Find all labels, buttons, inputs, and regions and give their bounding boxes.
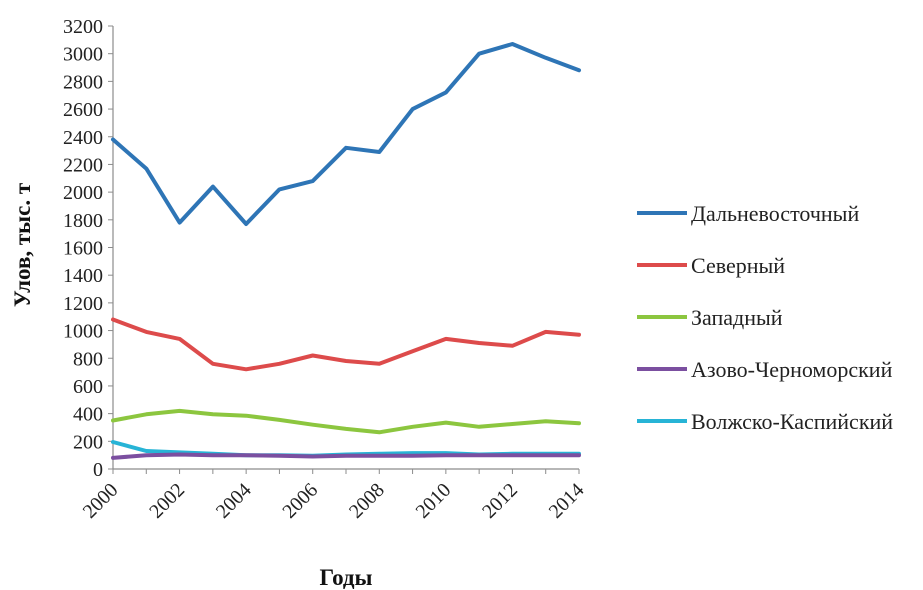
- y-tick-label: 2400: [63, 127, 103, 149]
- x-tick-label: 2000: [79, 479, 123, 523]
- y-tick-labels: 0 200 400 600 800 1000 1200 1400 1600 1800 2000 220…: [63, 16, 113, 481]
- y-tick-label: 400: [73, 404, 103, 426]
- x-tick-labels: 2000 2002 2004 2006 2008 2010 2012 2014: [79, 469, 589, 523]
- legend-label: Дальневосточный: [691, 201, 859, 226]
- x-tick-label: 2014: [545, 479, 589, 523]
- x-tick-label: 2002: [145, 479, 189, 523]
- series-line-4: [111, 452, 581, 460]
- y-tick-label: 1200: [63, 293, 103, 315]
- y-tick-label: 2200: [63, 154, 103, 176]
- axes: [112, 26, 579, 470]
- x-tick-label: 2008: [345, 479, 389, 523]
- x-tick-label: 2012: [478, 479, 522, 523]
- y-tick-label: 3000: [63, 44, 103, 66]
- y-tick-label: 1000: [63, 321, 103, 343]
- x-tick-label: 2006: [278, 479, 322, 523]
- x-tick-label: 2010: [412, 479, 456, 523]
- legend-label: Западный: [691, 305, 783, 330]
- y-tick-label: 2000: [63, 182, 103, 204]
- y-tick-label: 800: [73, 348, 103, 370]
- legend-label: Волжско-Каспийский: [691, 409, 893, 434]
- series-line-3: [111, 408, 581, 435]
- y-tick-label: 200: [73, 431, 103, 453]
- y-tick-label: 3200: [63, 16, 103, 38]
- series-line-2: [111, 317, 581, 372]
- series-line-1: [111, 42, 581, 226]
- y-tick-label: 1400: [63, 265, 103, 287]
- y-tick-label: 1600: [63, 238, 103, 260]
- y-tick-label: 2800: [63, 71, 103, 93]
- legend-label: Северный: [691, 253, 785, 278]
- x-axis-title: Годы: [319, 565, 372, 590]
- y-tick-label: 2600: [63, 99, 103, 121]
- series-lines: [111, 42, 581, 460]
- y-axis-title: Улов, тыс. т: [10, 182, 35, 307]
- y-tick-label: 0: [93, 459, 103, 481]
- x-tick-label: 2004: [212, 479, 256, 523]
- legend-label: Азово-Черноморский: [691, 357, 893, 382]
- legend: Дальневосточный Северный Западный Азово-Чер…: [637, 201, 893, 434]
- y-tick-label: 1800: [63, 210, 103, 232]
- y-tick-label: 600: [73, 376, 103, 398]
